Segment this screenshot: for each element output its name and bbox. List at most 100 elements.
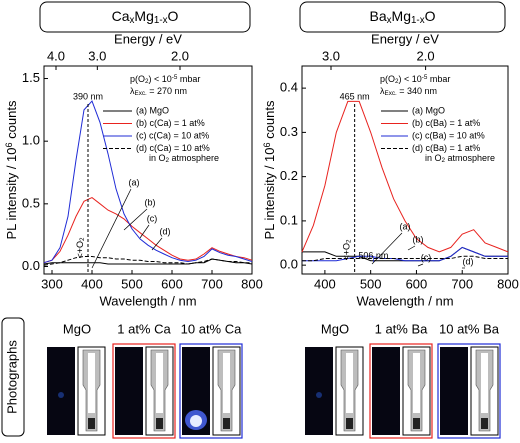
sample-label: MgO [63,321,91,336]
curve-leader [407,245,416,251]
chart-title-part: Ba [370,8,387,24]
x2-tick-label: 3.0 [322,48,340,63]
legend-label: (c) c(Ca) = 10 at% [136,130,209,140]
y-axis-label-part: PL intensity / 10 [262,147,277,239]
series-line [302,246,508,262]
schematic-inner [413,353,420,413]
schematic-sample [156,418,163,429]
sample-label: 10 at% Ca [181,321,242,336]
sample-label: 1 at% Ba [375,321,429,336]
peak2-label: 506 nm [358,250,388,260]
schematic-inner [481,353,488,413]
o2-arrow-label-part: 2 [79,237,86,241]
x2-axis-label: Energy / eV [114,31,182,46]
x-tick-label: 400 [314,276,336,291]
sample-frame [179,343,243,439]
legend-note-part: in O [149,153,166,163]
chart-title-part: Ca [112,8,130,24]
sample-label: 1 at% Ca [117,321,171,336]
y-tick-label: 1.0 [22,133,40,148]
y-tick-label: 0.1 [280,212,298,227]
legend-note-part: in O [425,153,442,163]
schematic-inner [223,353,230,413]
photo [372,347,400,435]
curve-leader [123,208,148,231]
photographs-box [1,317,25,437]
legend-label: (b) c(Ba) = 1 at% [412,118,480,128]
series-line [43,197,253,264]
legend-note-part: 2 [166,157,170,164]
x2-tick-label: 2.0 [417,48,435,63]
condition: p(O2) < 10-5 mbar [130,74,200,85]
photo-speck [58,392,64,398]
curve-label: (b) [413,234,424,244]
x2-tick-label: 3.0 [88,48,106,63]
chart-title-part: Mg [392,8,411,24]
chart-title-part: x [130,15,135,26]
condition: p(O2) < 10-5 mbar [380,74,450,85]
condition: λExc. = 340 nm [380,86,437,97]
condition-part: 2 [145,78,149,85]
x-axis-label: Wavelength / nm [356,293,453,308]
sample-frame [369,343,433,439]
photo [47,347,75,435]
legend-note-part: atmosphere [169,153,219,163]
peak-label: 390 nm [73,91,103,101]
photo-speck [316,392,322,398]
y-tick-label: 0.4 [280,80,298,95]
x-tick-label: 400 [81,276,103,291]
title-box [299,1,506,33]
series-line [43,100,253,264]
condition-part: p(O [380,74,395,84]
x-tick-label: 600 [161,276,183,291]
photo-glow [190,415,202,427]
y-tick-label: 0.0 [280,257,298,272]
curve-leader [417,263,424,267]
chart-title-part: O [168,8,179,24]
condition-part: Exc. [385,90,397,97]
condition-part: = 270 nm [147,86,187,96]
y-axis-label-part: 6 [4,142,14,147]
x-tick-label: 300 [41,276,63,291]
curve-label: (c) [421,252,432,262]
series-line [302,255,508,262]
condition-part: mbar [427,74,450,84]
curve-leader [91,188,132,269]
condition-part: p(O [130,74,145,84]
schematic-inner [346,353,353,413]
peak-label: 465 nm [340,91,370,101]
schematic-sample [223,418,230,429]
curve-leader [371,232,403,265]
y-tick-label: 0.3 [280,124,298,139]
plot-frame [301,65,509,275]
y-axis-label: PL intensity / 106 counts [262,100,278,239]
schematic-sample [346,418,353,429]
condition: λExc. = 270 nm [130,86,187,97]
condition-part: ) < 10 [149,74,172,84]
curve-label: (d) [160,226,171,236]
chart-title-part: x [387,15,392,26]
schematic-sample [88,418,95,429]
x-tick-label: 700 [451,276,473,291]
o2-arrow-label: <+O2 [342,239,353,261]
photographs-label: Photographs [4,340,19,414]
x2-tick-label: 2.0 [171,48,189,63]
chart-title-part: Mg [134,8,153,24]
x-tick-label: 500 [121,276,143,291]
chart-title-part: 1-x [154,15,168,26]
condition-part: -5 [172,74,178,81]
x-tick-label: 800 [241,276,263,291]
curve-label: (a) [400,221,411,231]
photo [305,347,333,435]
sample-frame [112,343,176,439]
curve-label: (a) [129,177,140,187]
condition-part: -5 [422,74,428,81]
legend-note: in O2 atmosphere [149,153,219,164]
y-axis-label-part: 6 [262,142,272,147]
photo [440,347,468,435]
condition-part: mbar [177,74,200,84]
o2-arrow-label-part: <+O [342,243,352,261]
condition-part: 2 [395,78,399,85]
legend-label: (d) c(Ca) = 10 at% [136,143,210,153]
x-tick-label: 500 [360,276,382,291]
